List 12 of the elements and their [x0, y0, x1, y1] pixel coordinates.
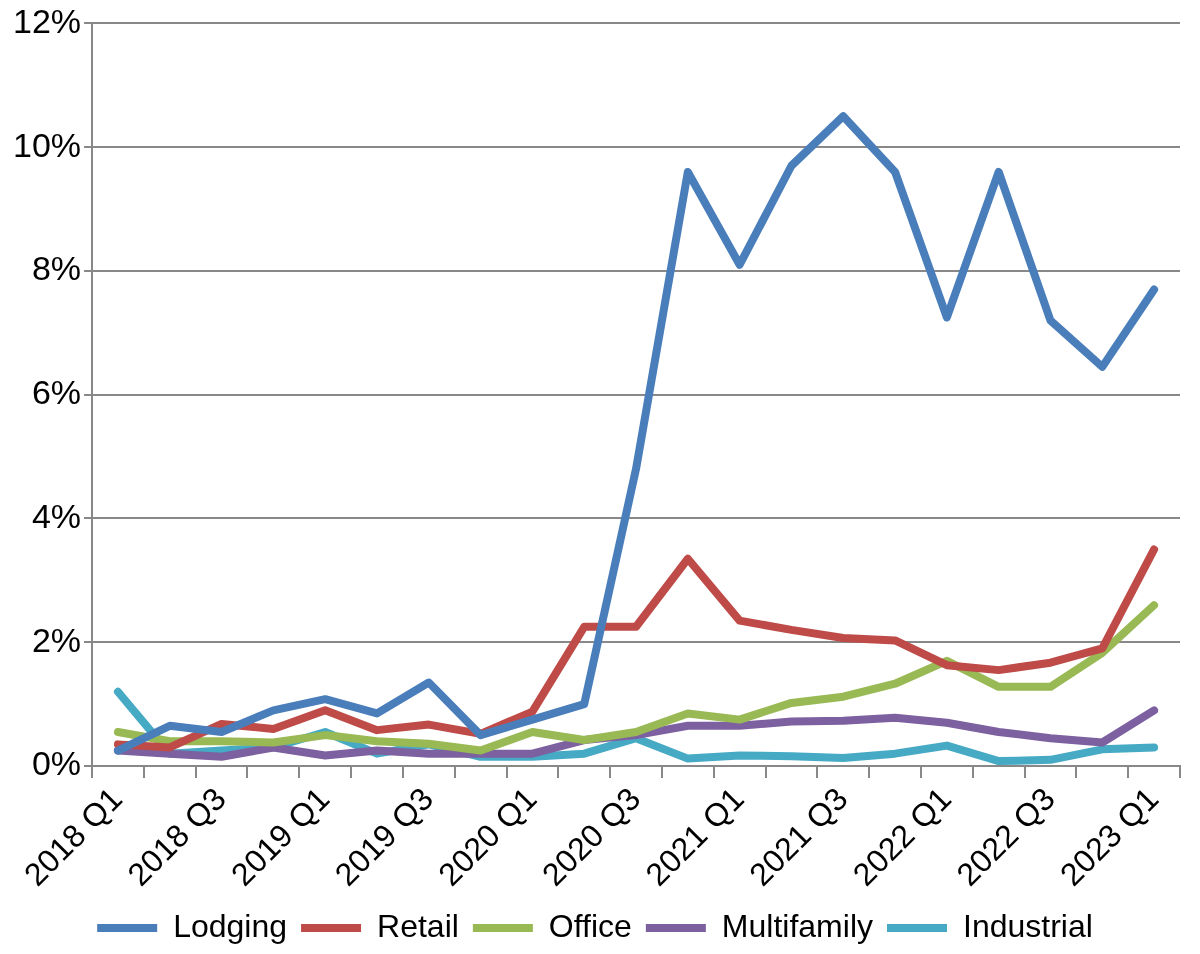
y-tick-label: 4%	[31, 496, 82, 535]
y-tick-label: 0%	[31, 744, 82, 783]
legend-label: Industrial	[962, 907, 1093, 944]
y-tick-label: 8%	[31, 249, 82, 288]
y-tick-label: 2%	[31, 620, 82, 659]
y-tick-label: 6%	[31, 373, 82, 412]
legend-label: Retail	[377, 907, 459, 944]
y-tick-label: 10%	[12, 125, 82, 164]
y-tick-label: 12%	[12, 1, 82, 40]
legend-label: Office	[548, 907, 632, 944]
legend-label: Lodging	[173, 907, 288, 944]
legend-label: Multifamily	[721, 907, 873, 944]
